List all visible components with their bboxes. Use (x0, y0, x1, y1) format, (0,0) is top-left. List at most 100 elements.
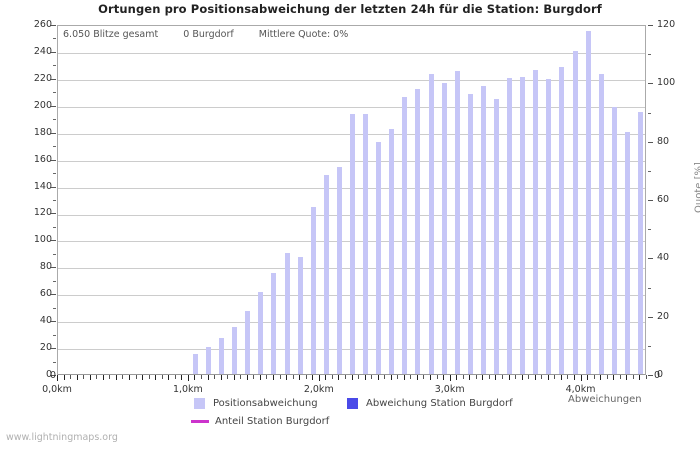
x-bin-tick (102, 375, 104, 380)
x-minor-tick (331, 375, 333, 379)
right-minor-tick (648, 345, 651, 347)
gridline (58, 79, 645, 81)
bar (245, 310, 251, 374)
left-tick-label: 60 (39, 288, 52, 300)
x-tick-label: 1,0km (172, 384, 203, 395)
x-minor-tick (70, 375, 72, 379)
x-major-tick (187, 375, 189, 381)
x-minor-tick (96, 375, 98, 379)
x-bin-tick (89, 375, 91, 380)
gridline (58, 106, 645, 108)
bar (533, 69, 539, 374)
right-tick-label: 80 (657, 135, 670, 147)
x-bin-tick (286, 375, 288, 380)
right-tick-label: 0 (657, 369, 664, 380)
x-minor-tick (358, 375, 360, 379)
left-axis-label: Anzahl (0, 174, 1, 208)
right-tick-label: 100 (657, 77, 676, 89)
x-minor-tick (135, 375, 137, 379)
left-minor-tick (53, 307, 56, 309)
left-tick-label: 120 (33, 207, 52, 219)
bar (611, 107, 617, 374)
x-bin-tick (390, 375, 392, 380)
left-tick-mark (51, 159, 56, 161)
left-minor-tick (53, 173, 56, 175)
chart-legend: Positionsabweichung Abweichung Station B… (0, 396, 700, 436)
x-bin-tick (338, 375, 340, 380)
x-bin-tick (443, 375, 445, 380)
bar (363, 114, 369, 374)
legend-item-anteil-station[interactable]: Anteil Station Burgdorf (191, 416, 330, 427)
bar (415, 88, 421, 374)
right-axis: 120 100 80 60 40 20 0 (648, 0, 698, 450)
left-minor-tick (53, 200, 56, 201)
left-tick-label: 100 (33, 234, 52, 246)
x-bin-tick (168, 375, 170, 380)
bar (271, 273, 277, 374)
x-major-tick (580, 375, 582, 381)
x-bin-tick (587, 375, 589, 380)
x-tick-label: 2,0km (303, 384, 334, 395)
x-bin-tick (521, 375, 523, 380)
right-tick-label: 20 (657, 310, 670, 322)
right-tick-label: 40 (657, 252, 670, 264)
legend-swatch-icon (194, 398, 205, 409)
right-minor-tick (648, 112, 651, 114)
bar (493, 99, 499, 374)
left-tick-mark (51, 321, 56, 323)
left-tick-mark (51, 375, 56, 376)
left-minor-tick (53, 65, 56, 67)
bar (637, 111, 643, 374)
x-bin-tick (142, 375, 144, 380)
bar (624, 131, 630, 374)
bar (585, 30, 591, 374)
x-bin-tick (560, 375, 562, 380)
x-minor-tick (227, 375, 229, 379)
legend-label: Positionsabweichung (213, 398, 318, 409)
x-minor-tick (214, 375, 216, 379)
legend-item-abweichung-station[interactable]: Abweichung Station Burgdorf (347, 398, 513, 409)
legend-label: Anteil Station Burgdorf (215, 416, 330, 427)
x-minor-tick (292, 375, 294, 379)
left-minor-tick (53, 146, 56, 148)
right-minor-tick (648, 54, 651, 56)
x-minor-tick (619, 375, 621, 379)
x-minor-tick (253, 375, 255, 379)
x-minor-tick (240, 375, 242, 379)
left-tick-mark (51, 132, 56, 134)
right-tick-mark (648, 141, 653, 143)
left-tick-mark (51, 240, 56, 242)
right-tick-mark (648, 375, 653, 376)
x-bin-tick (416, 375, 418, 380)
right-axis-label: Quote [%] (693, 162, 700, 213)
x-bin-tick (115, 375, 117, 380)
x-axis-label: Abweichungen (568, 394, 642, 405)
bar (192, 353, 198, 374)
x-bin-tick (534, 375, 536, 380)
x-minor-tick (502, 375, 504, 379)
left-tick-label: 240 (33, 45, 52, 57)
x-bin-tick (272, 375, 274, 380)
right-minor-tick (648, 170, 651, 172)
x-major-tick (318, 375, 320, 381)
right-minor-tick (648, 287, 651, 289)
left-tick-label: 160 (33, 153, 52, 165)
plot-area (57, 25, 646, 375)
legend-item-positionsabweichung[interactable]: Positionsabweichung (194, 398, 318, 409)
bar (350, 114, 355, 374)
x-bin-tick (155, 375, 157, 380)
x-bin-tick (181, 375, 183, 380)
x-bin-tick (76, 375, 78, 380)
x-minor-tick (174, 375, 176, 379)
right-tick-mark (648, 316, 653, 318)
info-mean-rate: Mittlere Quote: 0% (258, 29, 349, 40)
x-minor-tick (462, 375, 464, 379)
x-bin-tick (312, 375, 314, 380)
right-tick-mark (648, 258, 653, 260)
bar (206, 347, 212, 374)
x-minor-tick (541, 375, 543, 379)
x-minor-tick (397, 375, 399, 379)
left-tick-label: 140 (33, 180, 52, 192)
